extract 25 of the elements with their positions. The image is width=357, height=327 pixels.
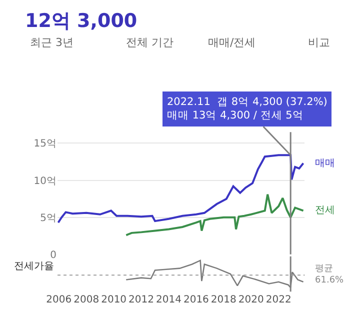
line-series bbox=[58, 154, 304, 224]
y-tick-label: 5억 bbox=[40, 212, 57, 224]
annotation: 2022.11 갭 8억 4,300 (37.2%) 매매 13억 4,300 / 전세 5억 bbox=[167, 96, 328, 122]
x-tick-label: 2006 bbox=[46, 294, 72, 306]
chart-title: 12억 3,000 bbox=[25, 10, 138, 32]
line-series bbox=[125, 193, 304, 236]
x-tick-label: 2010 bbox=[101, 294, 127, 306]
x-tick-label: 2012 bbox=[128, 294, 154, 306]
y-tick-label: 0 bbox=[50, 250, 57, 261]
text: 비교 bbox=[308, 36, 330, 49]
x-tick-label: 2020 bbox=[238, 294, 264, 306]
text: 최근 3년 bbox=[30, 36, 74, 49]
ref-line-label: 평균 61.6% bbox=[315, 264, 344, 286]
x-tick-label: 2014 bbox=[156, 294, 182, 306]
series-label: 전세 bbox=[315, 205, 335, 216]
text: 매매/전세 bbox=[208, 36, 256, 49]
y-tick-label: 15억 bbox=[34, 138, 57, 150]
text: 전체 기간 bbox=[126, 36, 174, 49]
x-tick-label: 2022 bbox=[266, 294, 292, 306]
y-tick-label: 10억 bbox=[34, 176, 57, 187]
x-tick-label: 2008 bbox=[74, 294, 100, 306]
y-axis-title: 전세가율 bbox=[14, 261, 54, 272]
x-tick-label: 2016 bbox=[183, 294, 209, 306]
x-tick-label: 2018 bbox=[210, 294, 236, 306]
series-label: 매매 bbox=[315, 158, 335, 169]
